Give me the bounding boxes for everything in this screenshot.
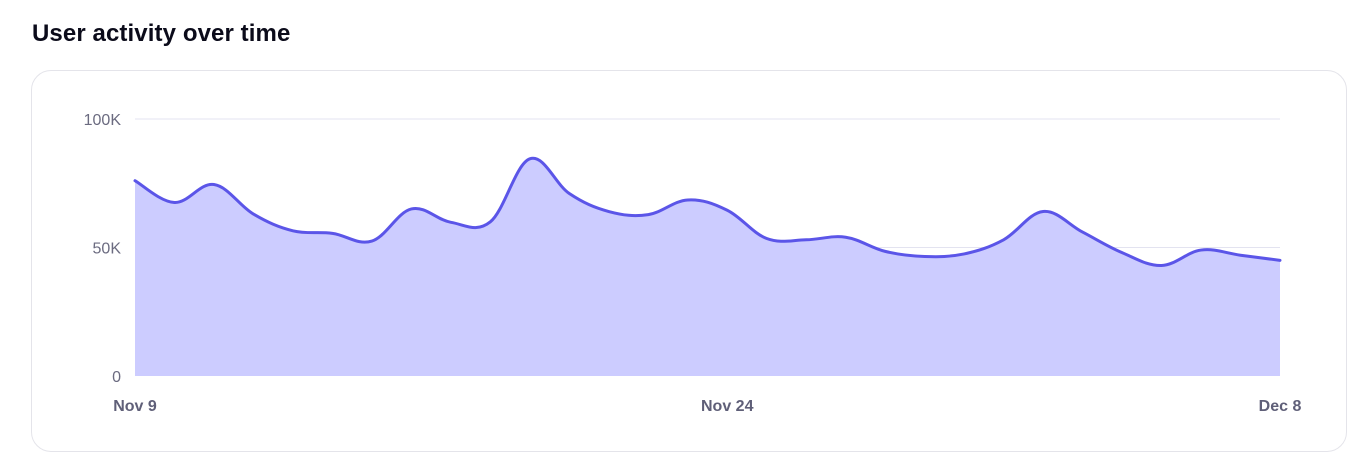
user-activity-chart: 0 50K 100K Nov 9 Nov 24 Dec 8 (84, 112, 1302, 415)
x-tick-label: Nov 9 (113, 398, 157, 415)
y-axis-ticks: 0 50K 100K (84, 112, 122, 386)
activity-line (133, 156, 1282, 267)
x-axis-ticks: Nov 9 Nov 24 Dec 8 (113, 398, 1301, 415)
page-title: User activity over time (32, 20, 291, 47)
activity-area (135, 158, 1280, 376)
x-tick-label: Dec 8 (1259, 398, 1302, 415)
y-tick-label: 100K (84, 112, 122, 129)
x-tick-label: Nov 24 (701, 398, 754, 415)
chart-card: 0 50K 100K Nov 9 Nov 24 Dec 8 (31, 70, 1347, 452)
y-tick-label: 50K (93, 241, 122, 258)
y-tick-label: 0 (112, 369, 121, 386)
